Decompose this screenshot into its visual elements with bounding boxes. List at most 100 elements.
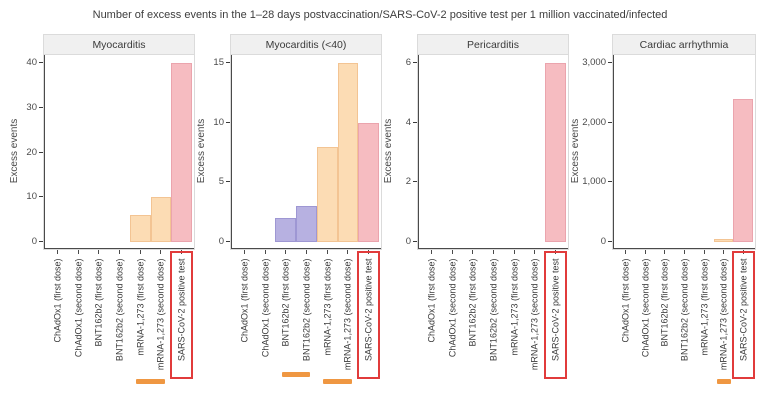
y-axis-ticks: 0 5 10 15 xyxy=(208,34,230,388)
y-tick: 15 xyxy=(213,57,230,68)
x-axis-label: BNT162b2 (first dose) xyxy=(659,258,670,347)
y-tick: 2 xyxy=(406,176,417,187)
y-tick-mark xyxy=(608,121,612,123)
x-tick-mark xyxy=(723,250,725,254)
y-tick-label: 2 xyxy=(405,176,411,188)
bar-mrna-1-273-second-dose- xyxy=(337,63,359,242)
x-axis-label: ChAdOx1 (first dose) xyxy=(52,258,63,343)
orange-underline-marker xyxy=(136,379,165,384)
x-tick-mark xyxy=(326,250,328,254)
chart-panel-2: Excess events 0 5 10 15 Myocarditis (<40) ChAd… xyxy=(195,34,382,388)
y-tick-mark xyxy=(226,121,230,123)
x-axis-label: mRNA-1,273 (second dose) xyxy=(529,258,540,371)
x-tick-mark xyxy=(644,250,646,254)
panel-box: Pericarditis xyxy=(417,34,569,250)
x-tick-mark xyxy=(684,250,685,254)
x-tick-mark xyxy=(56,250,58,254)
y-tick-label: 1,000 xyxy=(582,176,606,188)
x-axis-label: mRNA-1,273 (second dose) xyxy=(342,258,353,371)
plot-area xyxy=(231,55,381,249)
x-axis-label: BNT162b2 (first dose) xyxy=(280,258,291,347)
x-tick-mark xyxy=(534,250,536,254)
x-axis-label: mRNA-1,273 (second dose) xyxy=(718,258,729,371)
highlight-rectangle xyxy=(731,251,755,379)
x-tick-mark xyxy=(98,250,100,254)
x-tick-mark xyxy=(472,250,474,254)
y-tick: 40 xyxy=(26,57,43,68)
chart-panel-3: Excess events 0 2 4 6 Pericarditis ChAdOx1 (fi… xyxy=(382,34,569,388)
panel-box: Myocarditis (<40) xyxy=(230,34,382,250)
y-tick-label: 0 xyxy=(31,236,37,247)
orange-underline-marker xyxy=(323,379,352,384)
x-axis-labels: ChAdOx1 (first dose) ChAdOx1 (second dose… xyxy=(43,251,195,388)
x-tick-mark xyxy=(160,250,162,254)
x-tick-mark xyxy=(451,250,453,254)
y-tick: 0 xyxy=(219,236,230,247)
y-tick-label: 40 xyxy=(26,57,37,68)
panel-title: Pericarditis xyxy=(418,35,568,55)
y-tick-label: 0 xyxy=(405,236,411,247)
y-axis-ticks: 0 10 20 30 40 xyxy=(21,34,43,388)
y-axis-title-column: Excess events xyxy=(8,34,21,388)
y-tick-label: 10 xyxy=(213,116,224,128)
x-axis-label: BNT162b2 (first dose) xyxy=(467,258,478,347)
y-tick: 20 xyxy=(26,147,43,158)
y-tick: 0 xyxy=(601,236,612,247)
y-tick-mark xyxy=(226,241,230,242)
x-tick-mark xyxy=(347,250,349,254)
x-axis-label: ChAdOx1 (second dose) xyxy=(447,258,458,358)
x-axis-label: BNT162b2 (first dose) xyxy=(93,258,104,347)
orange-underline-marker xyxy=(281,372,311,377)
panel-column: Myocarditis (<40) ChAdOx1 (first dose) ChA… xyxy=(230,34,382,388)
y-tick-mark xyxy=(226,62,230,63)
y-tick-label: 3,000 xyxy=(582,57,606,68)
x-axis-label: BNT162b2 (second dose) xyxy=(679,258,690,362)
bar-bnt162b2-first-dose- xyxy=(275,218,297,242)
x-axis-labels: ChAdOx1 (first dose) ChAdOx1 (second dose… xyxy=(612,251,756,388)
y-tick: 30 xyxy=(26,102,43,113)
y-tick-label: 0 xyxy=(218,236,224,247)
plot-area xyxy=(418,55,568,249)
y-tick: 0 xyxy=(32,236,43,247)
y-tick-label: 0 xyxy=(600,236,606,247)
panel-box: Cardiac arrhythmia xyxy=(612,34,756,250)
y-axis-title: Excess events xyxy=(196,118,207,184)
y-tick-mark xyxy=(413,121,417,123)
x-axis-label: BNT162b2 (second dose) xyxy=(301,258,312,362)
highlight-rectangle xyxy=(170,251,194,379)
x-axis-labels: ChAdOx1 (first dose) ChAdOx1 (second dose… xyxy=(230,251,382,388)
bar-sars-cov-2-positive-test xyxy=(733,98,753,242)
y-tick: 2,000 xyxy=(582,117,612,128)
x-axis-labels: ChAdOx1 (first dose) ChAdOx1 (second dose… xyxy=(417,251,569,388)
y-tick-label: 10 xyxy=(26,191,37,203)
x-axis-label: BNT162b2 (second dose) xyxy=(488,258,499,362)
y-tick-label: 5 xyxy=(218,176,224,188)
highlight-rectangle xyxy=(357,251,381,379)
x-tick-mark xyxy=(285,250,287,254)
y-tick: 6 xyxy=(406,57,417,68)
x-axis-label: mRNA-1,273 (first dose) xyxy=(509,258,520,356)
y-axis-title-column: Excess events xyxy=(569,34,582,388)
y-tick-mark xyxy=(39,62,43,63)
y-tick-label: 30 xyxy=(26,101,37,113)
panel-title: Myocarditis (<40) xyxy=(231,35,381,55)
panel-title: Cardiac arrhythmia xyxy=(613,35,755,55)
y-tick: 4 xyxy=(406,117,417,128)
bar-sars-cov-2-positive-test xyxy=(545,63,566,242)
y-axis-title-column: Excess events xyxy=(195,34,208,388)
plot-area xyxy=(613,55,755,249)
bar-mrna-1-273-second-dose- xyxy=(150,197,172,242)
x-tick-mark xyxy=(493,250,494,254)
y-tick-mark xyxy=(39,151,43,153)
x-tick-mark xyxy=(139,250,141,254)
panel-column: Pericarditis ChAdOx1 (first dose) ChAdOx1 … xyxy=(417,34,569,388)
x-axis-label: ChAdOx1 (first dose) xyxy=(239,258,250,343)
panel-column: Cardiac arrhythmia ChAdOx1 (first dose) Ch… xyxy=(612,34,756,388)
x-axis-label: ChAdOx1 (second dose) xyxy=(260,258,271,358)
y-tick: 10 xyxy=(26,191,43,202)
y-tick-mark xyxy=(608,241,612,242)
y-axis-title-column: Excess events xyxy=(382,34,395,388)
y-tick-mark xyxy=(39,241,43,242)
y-tick-label: 15 xyxy=(213,57,224,68)
y-tick-mark xyxy=(226,181,230,183)
